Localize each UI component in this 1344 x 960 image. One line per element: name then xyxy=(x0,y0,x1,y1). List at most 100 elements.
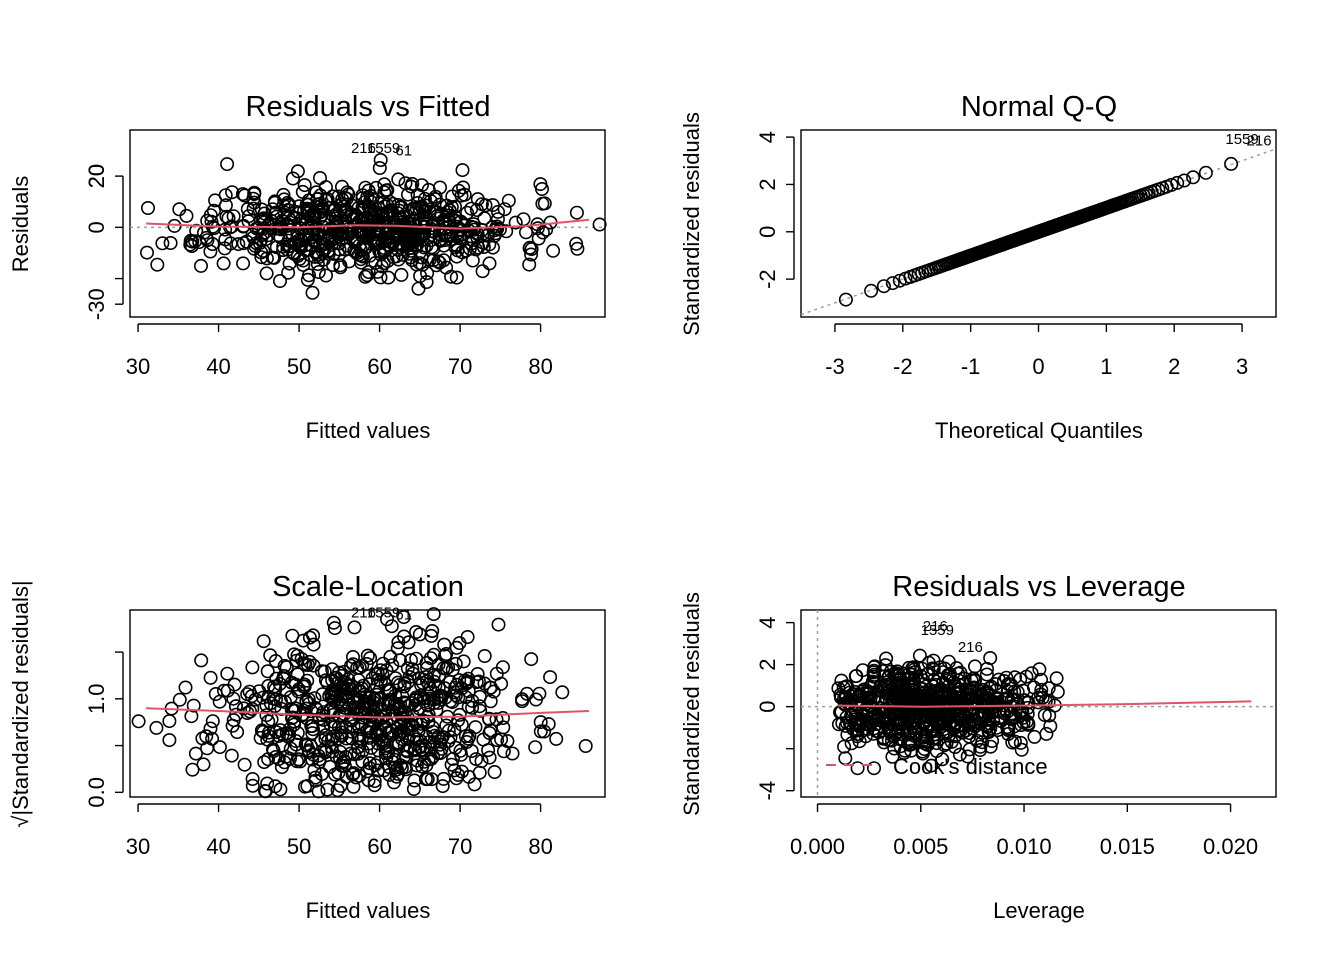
data-point xyxy=(333,260,348,275)
data-point xyxy=(1024,666,1039,681)
data-point xyxy=(227,677,242,692)
data-point xyxy=(276,239,291,254)
data-point xyxy=(373,153,388,168)
data-point xyxy=(353,255,368,270)
data-point xyxy=(460,629,475,644)
data-point xyxy=(486,684,501,699)
data-point xyxy=(307,762,322,777)
data-point xyxy=(549,731,564,746)
data-point xyxy=(1020,700,1035,715)
data-point xyxy=(281,265,296,280)
y-tick-label: 4 xyxy=(755,616,780,628)
data-point xyxy=(302,204,317,219)
data-point xyxy=(531,231,546,246)
y-tick-label: 1.0 xyxy=(84,684,109,715)
data-point xyxy=(334,697,349,712)
data-point xyxy=(360,764,375,779)
data-point xyxy=(305,726,320,741)
data-point xyxy=(203,721,218,736)
data-point xyxy=(333,778,348,793)
data-point xyxy=(592,217,607,232)
x-tick-label: 40 xyxy=(206,354,230,379)
data-point xyxy=(448,656,463,671)
data-point xyxy=(1016,683,1031,698)
x-tick-label: 50 xyxy=(287,834,311,859)
data-point xyxy=(1177,173,1192,188)
data-point xyxy=(212,694,227,709)
data-point xyxy=(952,747,967,762)
data-point xyxy=(508,215,523,230)
data-point xyxy=(394,267,409,282)
x-tick-label: 70 xyxy=(448,354,472,379)
data-point xyxy=(257,755,272,770)
point-id-label: 1559 xyxy=(367,604,400,621)
data-point xyxy=(569,236,584,251)
data-point xyxy=(269,725,284,740)
data-point xyxy=(879,651,894,666)
data-point xyxy=(410,237,425,252)
data-point xyxy=(454,681,469,696)
data-point xyxy=(301,692,316,707)
data-point xyxy=(885,276,900,291)
data-point xyxy=(324,732,339,747)
x-axis-label: Theoretical Quantiles xyxy=(935,418,1143,443)
data-point xyxy=(409,624,424,639)
data-point xyxy=(519,686,534,701)
data-point xyxy=(952,707,967,722)
data-point xyxy=(231,237,246,252)
data-point xyxy=(431,668,446,683)
data-point xyxy=(263,648,278,663)
data-point xyxy=(421,677,436,692)
data-point xyxy=(318,193,333,208)
data-point xyxy=(429,690,444,705)
data-point xyxy=(398,176,413,191)
data-point xyxy=(163,236,178,251)
data-point xyxy=(172,202,187,217)
data-point xyxy=(316,718,331,733)
data-point xyxy=(344,678,359,693)
data-point xyxy=(505,746,520,761)
data-point xyxy=(901,735,916,750)
data-point xyxy=(305,752,320,767)
data-point xyxy=(419,758,434,773)
data-point xyxy=(381,230,396,245)
data-point xyxy=(490,212,505,227)
data-point xyxy=(236,256,251,271)
data-point xyxy=(1013,735,1028,750)
smoother-line xyxy=(146,707,589,719)
data-point xyxy=(1010,696,1025,711)
data-point xyxy=(882,668,897,683)
data-point xyxy=(533,724,548,739)
data-point xyxy=(325,662,340,677)
data-point xyxy=(288,733,303,748)
data-point xyxy=(555,685,570,700)
data-point xyxy=(405,662,420,677)
panel-residuals-vs-leverage: Residuals vs Leverage Leverage Standardi… xyxy=(679,571,1277,923)
data-point xyxy=(436,253,451,268)
data-point xyxy=(420,266,435,281)
data-point xyxy=(203,244,218,259)
data-point xyxy=(906,696,921,711)
data-point xyxy=(491,617,506,632)
data-point xyxy=(1039,726,1054,741)
y-axis-label: Residuals xyxy=(8,176,33,273)
data-point xyxy=(941,678,956,693)
data-point xyxy=(981,718,996,733)
data-point xyxy=(495,710,510,725)
data-point xyxy=(472,699,487,714)
x-tick-label: -2 xyxy=(893,354,913,379)
data-point xyxy=(220,666,235,681)
data-point xyxy=(337,199,352,214)
data-point xyxy=(902,666,917,681)
data-point xyxy=(957,671,972,686)
data-point xyxy=(131,714,146,729)
data-point xyxy=(311,264,326,279)
data-point xyxy=(272,676,287,691)
y-tick-label: 0 xyxy=(755,701,780,713)
data-point xyxy=(298,657,313,672)
data-point xyxy=(226,209,241,224)
data-point xyxy=(385,211,400,226)
data-point xyxy=(967,716,982,731)
data-point xyxy=(872,724,887,739)
